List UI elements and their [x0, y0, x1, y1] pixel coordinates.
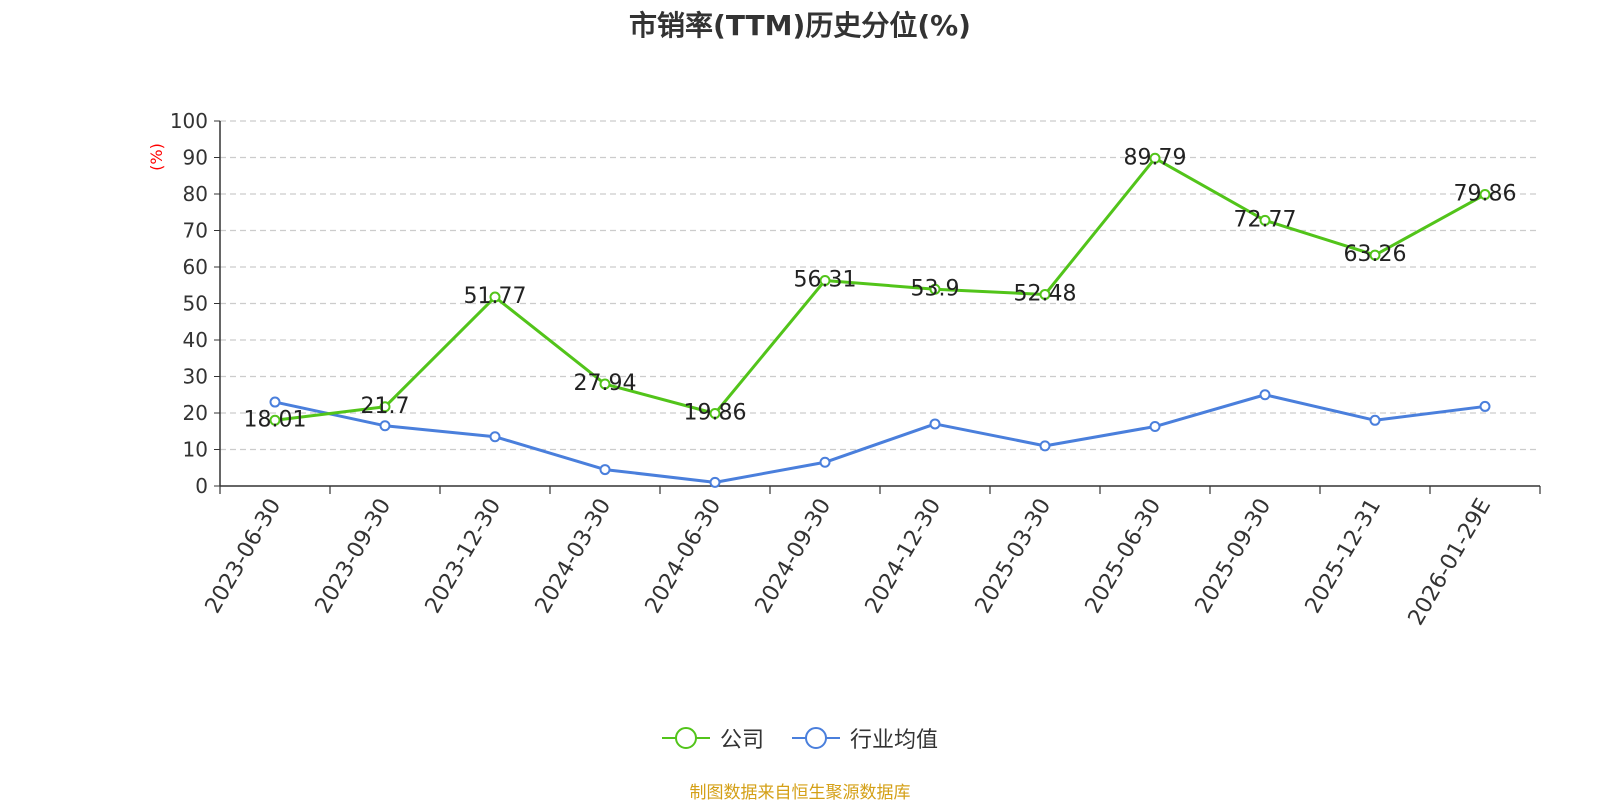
data-label-company: 53.9: [911, 276, 960, 301]
data-label-company: 51.77: [464, 284, 527, 309]
legend-industry-label: 行业均值: [850, 728, 939, 753]
y-tick-label: 0: [195, 474, 208, 498]
data-point-company: [379, 401, 391, 413]
data-point-company: [269, 414, 281, 426]
x-tick-label: 2025-09-30: [1191, 495, 1277, 618]
data-point-industry: [269, 396, 281, 408]
data-point-company: [1479, 189, 1491, 201]
data-label-company: 18.01: [244, 407, 307, 432]
legend-company-label: 公司: [719, 728, 764, 753]
x-tick-label: 2025-03-30: [971, 495, 1057, 618]
y-tick-label: 10: [183, 438, 208, 462]
data-point-industry: [379, 420, 391, 432]
legend-item-industry[interactable]: 行业均值: [792, 722, 938, 754]
grid-lines: [220, 120, 1540, 451]
x-tick-label: 2023-06-30: [201, 495, 287, 618]
data-label-company: 21.7: [361, 394, 410, 419]
series-lines: [269, 152, 1491, 488]
data-point-industry: [599, 464, 611, 476]
y-tick-label: 90: [183, 146, 208, 170]
series-line-company: [274, 156, 1486, 422]
data-point-company: [819, 274, 831, 286]
y-tick-label: 100: [170, 109, 208, 133]
y-tick-label: 50: [183, 292, 208, 316]
y-tick-label: 20: [183, 401, 208, 425]
data-point-company: [1039, 288, 1051, 300]
data-label-company: 89.79: [1124, 145, 1187, 170]
data-label-company: 79.86: [1454, 182, 1517, 207]
data-label-company: 27.94: [574, 371, 637, 396]
y-tick-label: 80: [183, 182, 208, 206]
y-tick-label: 70: [183, 219, 208, 243]
data-label-company: 72.77: [1234, 207, 1297, 232]
data-point-industry: [1149, 421, 1161, 433]
y-axis-label: (%): [147, 143, 166, 171]
data-point-industry: [1039, 440, 1051, 452]
data-label-company: 63.26: [1344, 242, 1407, 267]
data-point-company: [599, 378, 611, 390]
x-tick-label: 2024-09-30: [751, 495, 837, 618]
x-tick-label: 2024-12-30: [861, 495, 947, 618]
data-point-company: [1149, 152, 1161, 164]
data-label-company: 52.48: [1014, 281, 1077, 306]
y-tick-label: 30: [183, 365, 208, 389]
legend-industry-marker-icon: [792, 727, 840, 749]
data-point-company: [489, 291, 501, 303]
x-tick-label: 2023-09-30: [311, 495, 397, 618]
x-tick-label: 2025-12-31: [1301, 495, 1387, 618]
x-tick-label: 2026-01-29E: [1404, 495, 1497, 630]
data-point-industry: [1479, 400, 1491, 412]
x-tick-label: 2024-03-30: [531, 495, 617, 618]
data-point-industry: [1369, 414, 1381, 426]
y-tick-label: 60: [183, 255, 208, 279]
series-line-industry: [274, 393, 1486, 484]
legend: 公司 行业均值: [0, 722, 1600, 754]
axes: 0 10 20 30 40 50 60 70 80 90 100(%) 2023-06-30 2023-…: [147, 109, 1541, 630]
data-point-industry: [819, 456, 831, 468]
data-point-company: [1259, 214, 1271, 226]
source-note: 制图数据来自恒生聚源数据库: [689, 783, 911, 803]
chart-title: 市销率(TTM)历史分位(%): [629, 9, 971, 42]
data-label-company: 56.31: [794, 267, 857, 292]
data-point-company: [929, 283, 941, 295]
x-tick-label: 2025-06-30: [1081, 495, 1167, 618]
data-point-industry: [489, 431, 501, 443]
y-tick-label: 40: [183, 328, 208, 352]
data-labels: 18.01 21.7 51.77 27.94 19.86 56.31 53.9 52.48 89…: [244, 145, 1517, 432]
x-tick-label: 2023-12-30: [421, 495, 507, 618]
x-tick-label: 2024-06-30: [641, 495, 727, 618]
data-label-company: 19.86: [684, 401, 747, 426]
data-point-company: [1369, 249, 1381, 261]
data-point-industry: [709, 476, 721, 488]
data-point-company: [709, 408, 721, 420]
data-point-industry: [929, 418, 941, 430]
legend-company-marker-icon: [661, 727, 710, 749]
legend-item-company[interactable]: 公司: [661, 722, 764, 754]
data-point-industry: [1259, 389, 1271, 401]
